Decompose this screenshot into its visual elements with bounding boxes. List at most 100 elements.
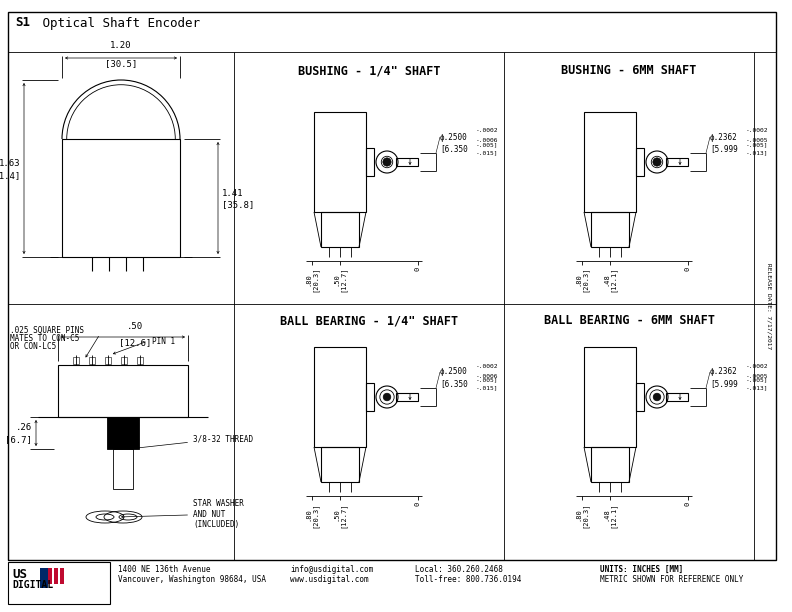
Bar	[58, 365, 188, 417]
Bar	[666, 393, 688, 401]
Text: 1.63: 1.63	[0, 159, 20, 168]
Text: S1: S1	[15, 17, 30, 29]
Bar	[54, 568, 58, 584]
Text: -.005]: -.005]	[476, 378, 498, 382]
Bar	[636, 148, 644, 176]
Text: METRIC SHOWN FOR REFERENCE ONLY: METRIC SHOWN FOR REFERENCE ONLY	[600, 575, 744, 584]
Text: -.0002: -.0002	[746, 129, 768, 133]
Text: -.013]: -.013]	[746, 151, 768, 155]
Text: [41.4]: [41.4]	[0, 171, 20, 180]
Text: US: US	[12, 568, 27, 581]
Bar	[60, 568, 64, 584]
Text: 3/8-32 THREAD: 3/8-32 THREAD	[131, 434, 253, 449]
Text: .80
[20.3]: .80 [20.3]	[305, 502, 319, 528]
Text: 0: 0	[685, 502, 691, 506]
Bar	[121, 357, 127, 364]
Text: ϕ.2362: ϕ.2362	[710, 367, 738, 376]
Text: 0: 0	[415, 502, 421, 506]
Bar	[321, 447, 359, 482]
Bar	[666, 158, 688, 166]
Text: 0: 0	[415, 267, 421, 271]
Text: .50
[12.7]: .50 [12.7]	[333, 502, 347, 528]
Text: Toll-free: 800.736.0194: Toll-free: 800.736.0194	[415, 575, 521, 584]
Text: [12.6]: [12.6]	[119, 338, 151, 347]
Bar	[40, 568, 48, 588]
Text: -.0006: -.0006	[476, 138, 498, 143]
Bar	[107, 417, 139, 449]
Text: -.013]: -.013]	[746, 386, 768, 390]
Text: Optical Shaft Encoder: Optical Shaft Encoder	[35, 17, 200, 29]
Text: .48
[12.1]: .48 [12.1]	[604, 502, 617, 528]
Text: .025 SQUARE PINS: .025 SQUARE PINS	[10, 326, 84, 335]
Bar	[366, 383, 374, 411]
Bar	[314, 347, 366, 447]
Text: STAR WASHER
AND NUT
(INCLUDED): STAR WASHER AND NUT (INCLUDED)	[121, 499, 244, 529]
Bar	[584, 112, 636, 212]
Text: DIGITAL: DIGITAL	[12, 580, 53, 590]
Text: ϕ.2500: ϕ.2500	[440, 367, 468, 376]
Text: [6.7]: [6.7]	[5, 436, 32, 444]
Text: -.015]: -.015]	[476, 386, 498, 390]
Text: -.0002: -.0002	[476, 129, 498, 133]
Text: .80
[20.3]: .80 [20.3]	[575, 502, 589, 528]
Bar	[8, 562, 110, 604]
Text: -.005]: -.005]	[746, 378, 768, 382]
Bar	[314, 112, 366, 212]
Text: RELEASE DATE: 7/17/2017: RELEASE DATE: 7/17/2017	[767, 263, 771, 349]
Text: [5.999: [5.999	[710, 144, 738, 154]
Text: ϕ.2362: ϕ.2362	[710, 133, 738, 141]
Text: BUSHING - 6MM SHAFT: BUSHING - 6MM SHAFT	[562, 64, 697, 77]
Text: .26: .26	[16, 424, 32, 433]
Text: [5.999: [5.999	[710, 379, 738, 389]
Text: [6.350: [6.350	[440, 144, 468, 154]
Bar	[396, 393, 418, 401]
Text: BUSHING - 1/4" SHAFT: BUSHING - 1/4" SHAFT	[298, 64, 440, 77]
Bar	[321, 212, 359, 247]
Text: Vancouver, Washington 98684, USA: Vancouver, Washington 98684, USA	[118, 575, 266, 584]
Text: -.0005: -.0005	[746, 373, 768, 378]
Circle shape	[653, 393, 661, 401]
Bar	[396, 158, 418, 166]
Text: info@usdigital.com: info@usdigital.com	[290, 565, 373, 574]
Text: -.0002: -.0002	[476, 364, 498, 368]
Text: BALL BEARING - 1/4" SHAFT: BALL BEARING - 1/4" SHAFT	[280, 314, 458, 327]
Text: OR CON-LC5: OR CON-LC5	[10, 342, 56, 351]
Text: -.0006: -.0006	[476, 373, 498, 378]
Circle shape	[383, 158, 391, 166]
Text: -.005]: -.005]	[746, 143, 768, 147]
Text: UNITS: INCHES [MM]: UNITS: INCHES [MM]	[600, 565, 683, 574]
Bar	[137, 357, 143, 364]
Text: -.0005: -.0005	[746, 138, 768, 143]
Bar	[591, 212, 629, 247]
Text: Local: 360.260.2468: Local: 360.260.2468	[415, 565, 503, 574]
Text: .80
[20.3]: .80 [20.3]	[305, 267, 319, 293]
Bar	[105, 357, 111, 364]
Bar	[584, 347, 636, 447]
Text: .80
[20.3]: .80 [20.3]	[575, 267, 589, 293]
Text: BALL BEARING - 6MM SHAFT: BALL BEARING - 6MM SHAFT	[543, 314, 714, 327]
Text: 0: 0	[685, 267, 691, 271]
Text: -.005]: -.005]	[476, 143, 498, 147]
Text: PIN 1: PIN 1	[152, 337, 175, 346]
Bar	[73, 357, 79, 364]
Bar	[113, 449, 133, 489]
Text: -.0002: -.0002	[746, 364, 768, 368]
Text: MATES TO CON-C5: MATES TO CON-C5	[10, 334, 79, 343]
Text: 1.41: 1.41	[222, 188, 243, 198]
Text: -.015]: -.015]	[476, 151, 498, 155]
Text: [30.5]: [30.5]	[105, 59, 137, 68]
Bar	[591, 447, 629, 482]
Bar	[48, 568, 52, 584]
Bar	[8, 12, 776, 560]
Circle shape	[653, 158, 661, 166]
Bar	[366, 148, 374, 176]
Text: .50: .50	[127, 322, 143, 331]
Text: .50
[12.7]: .50 [12.7]	[333, 267, 347, 293]
Text: [6.350: [6.350	[440, 379, 468, 389]
Text: .48
[12.1]: .48 [12.1]	[604, 267, 617, 293]
Bar	[89, 357, 95, 364]
Bar	[62, 139, 180, 257]
Text: www.usdigital.com: www.usdigital.com	[290, 575, 368, 584]
Text: ϕ.2500: ϕ.2500	[440, 133, 468, 141]
Text: 1.20: 1.20	[110, 41, 131, 50]
